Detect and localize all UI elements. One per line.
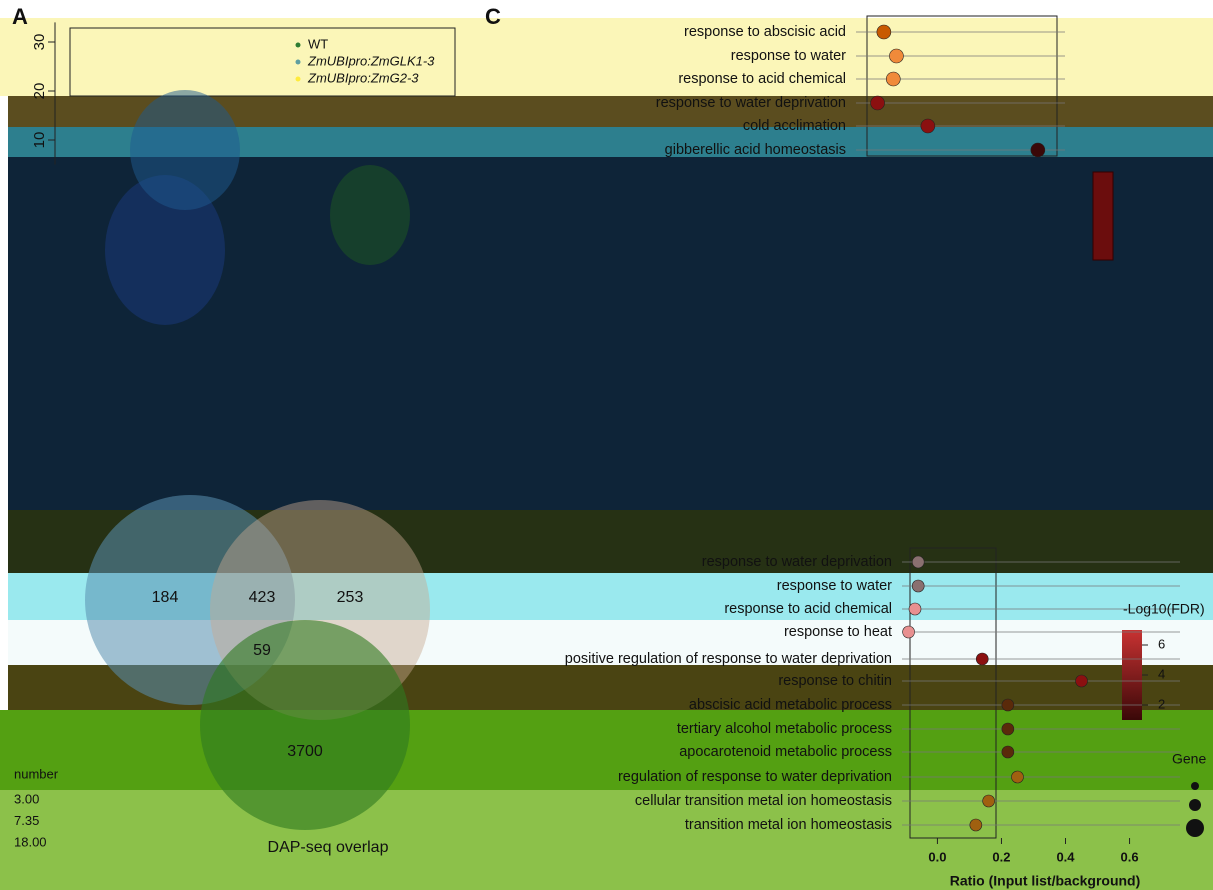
color-legend-title: -Log10(FDR) (1123, 601, 1205, 617)
ellipse (130, 90, 240, 210)
band (0, 790, 1213, 890)
dot (908, 602, 922, 616)
venn-title: DAP-seq overlap (268, 839, 389, 856)
y-tick-label: 10 (31, 132, 48, 149)
category-label: response to acid chemical (678, 71, 846, 87)
dot (1001, 722, 1015, 736)
ellipse (330, 165, 410, 265)
size-key (1186, 819, 1204, 837)
legend-bar (1092, 171, 1114, 261)
legend-key (295, 42, 301, 48)
category-label: positive regulation of response to water… (565, 651, 892, 667)
band (0, 710, 1213, 790)
legend-label: ZmUBIpro:ZmGLK1-3 (307, 53, 435, 68)
category-label: apocarotenoid metabolic process (679, 744, 892, 760)
size-key (1191, 782, 1199, 790)
category-label: gibberellic acid homeostasis (665, 142, 846, 158)
x-axis-title: Ratio (Input list/background) (950, 873, 1141, 889)
category-label: cellular transition metal ion homeostasi… (635, 793, 892, 809)
category-label: response to water (777, 578, 892, 594)
plot-frame (909, 547, 997, 839)
dot (920, 118, 936, 134)
category-label: response to water (731, 48, 846, 64)
category-label: cold acclimation (743, 118, 846, 134)
set (200, 620, 410, 830)
category-label: response to abscisic acid (684, 24, 846, 40)
category-label: abscisic acid metabolic process (689, 697, 892, 713)
region-count: 423 (249, 589, 276, 606)
x-tick-label: 0.0 (928, 849, 946, 864)
plot-frame (69, 27, 456, 97)
dot (1001, 745, 1015, 759)
plot-frame (866, 15, 1058, 157)
panel-label: C (485, 4, 501, 29)
dot (885, 71, 901, 87)
dot (876, 24, 892, 40)
size-legend-label: 7.35 (14, 813, 39, 828)
y-tick-label: 20 (31, 83, 48, 100)
size-legend-title: Gene (1172, 751, 1206, 767)
dot (975, 652, 989, 666)
category-label: regulation of response to water deprivat… (618, 769, 892, 785)
region-count: 3700 (287, 743, 323, 760)
x-tick-label: 0.6 (1121, 849, 1139, 864)
color-scale (1122, 630, 1142, 720)
size-legend-label: 18.00 (14, 834, 47, 849)
dot (1030, 142, 1046, 158)
legend-label: WT (308, 36, 328, 51)
legend-key (295, 76, 301, 82)
color-tick-label: 4 (1158, 666, 1165, 681)
y-tick-label: 30 (31, 34, 48, 51)
category-label: response to acid chemical (724, 601, 892, 617)
size-legend-title: number (14, 766, 59, 781)
region-count: 184 (152, 589, 179, 606)
category-label: response to water deprivation (702, 554, 892, 570)
legend-label: ZmUBIpro:ZmG2-3 (307, 70, 419, 85)
size-key (1189, 799, 1201, 811)
dot (1011, 770, 1024, 784)
x-tick-label: 0.2 (992, 849, 1010, 864)
panel-label: A (12, 4, 28, 29)
dot (911, 579, 925, 593)
dot (1075, 674, 1088, 688)
category-label: response to chitin (778, 673, 892, 689)
dot (889, 48, 904, 64)
x-tick-label: 0.4 (1056, 849, 1075, 864)
category-label: transition metal ion homeostasis (685, 817, 892, 833)
color-tick-label: 6 (1158, 636, 1165, 651)
category-label: response to heat (784, 624, 892, 640)
region-count: 59 (253, 642, 271, 659)
dot (870, 95, 885, 111)
region-count: 253 (337, 589, 364, 606)
dot (902, 625, 915, 639)
ellipse (105, 175, 225, 325)
size-legend-label: 3.00 (14, 791, 39, 806)
dot (982, 794, 995, 808)
category-label: tertiary alcohol metabolic process (677, 721, 892, 737)
band (0, 18, 1213, 96)
dot (911, 555, 925, 569)
color-tick-label: 2 (1158, 696, 1165, 711)
dot (969, 818, 983, 832)
legend-key (295, 59, 301, 65)
dot (1001, 698, 1015, 712)
category-label: response to water deprivation (656, 95, 846, 111)
